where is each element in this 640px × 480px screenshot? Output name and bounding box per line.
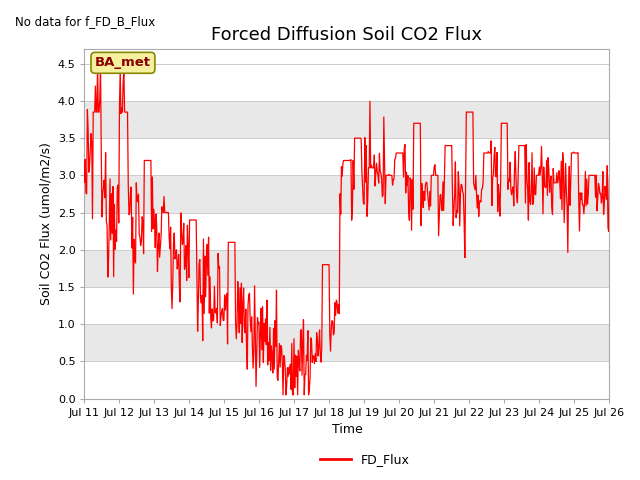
Legend: FD_Flux: FD_Flux <box>315 448 415 471</box>
Bar <box>84 64 609 101</box>
Y-axis label: Soil CO2 Flux (umol/m2/s): Soil CO2 Flux (umol/m2/s) <box>39 142 52 305</box>
Bar <box>84 250 609 287</box>
Text: No data for f_FD_B_Flux: No data for f_FD_B_Flux <box>15 15 156 28</box>
Bar <box>84 287 609 324</box>
Bar <box>84 361 609 398</box>
Title: Forced Diffusion Soil CO2 Flux: Forced Diffusion Soil CO2 Flux <box>211 26 483 45</box>
Bar <box>84 213 609 250</box>
Bar <box>84 324 609 361</box>
Bar <box>84 101 609 138</box>
X-axis label: Time: Time <box>332 423 362 436</box>
Bar <box>84 175 609 213</box>
Text: BA_met: BA_met <box>95 56 151 69</box>
Bar <box>84 138 609 175</box>
